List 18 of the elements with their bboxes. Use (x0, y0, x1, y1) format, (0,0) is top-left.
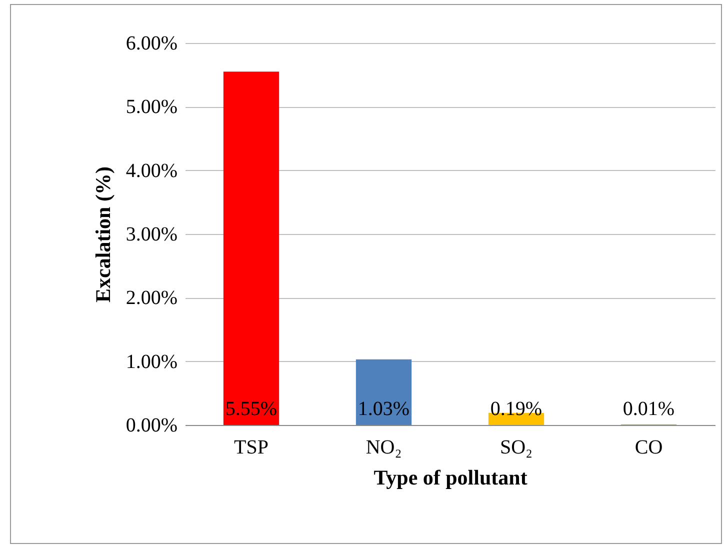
y-tick-label: 1.00% (126, 350, 178, 373)
data-label: 5.55% (225, 398, 278, 420)
y-axis-title: Excalation (%) (90, 166, 115, 302)
bar (356, 359, 412, 425)
x-tick-label: TSP (234, 436, 268, 458)
data-label: 1.03% (358, 398, 410, 420)
x-tick-label: NO₂ (366, 436, 402, 458)
data-label: 0.01% (622, 398, 675, 420)
y-tick-label: 2.00% (126, 287, 178, 310)
bar (223, 72, 280, 425)
x-tick-label: SO₂ (500, 436, 533, 458)
y-tick-label: 0.00% (126, 414, 178, 436)
y-tick-label: 5.00% (126, 96, 178, 118)
y-tick-label: 6.00% (126, 32, 178, 54)
x-axis-title: Type of pollutant (374, 466, 528, 490)
y-tick-label: 3.00% (126, 224, 178, 246)
x-tick-label: CO (634, 436, 663, 458)
y-tick-label: 4.00% (126, 160, 178, 182)
